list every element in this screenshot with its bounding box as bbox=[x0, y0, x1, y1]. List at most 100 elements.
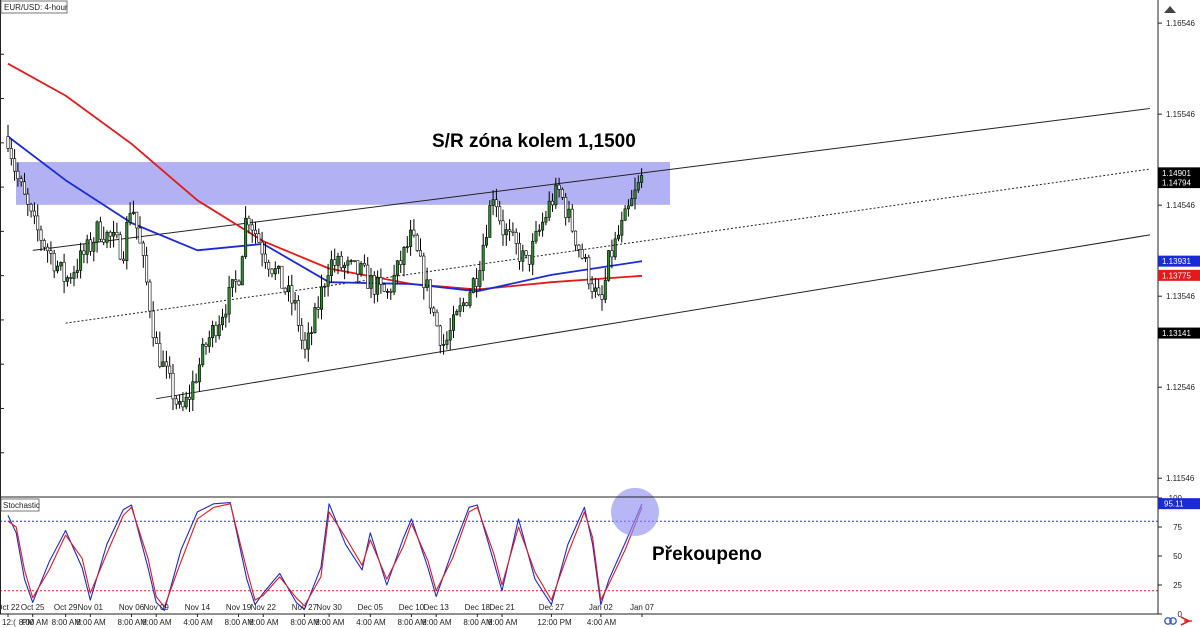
candle-body bbox=[36, 215, 40, 231]
channel-upper-line bbox=[32, 107, 1151, 251]
ma-blue-line bbox=[7, 135, 643, 293]
candle-body bbox=[623, 208, 627, 221]
candle-body bbox=[42, 240, 46, 248]
candle-body bbox=[491, 199, 495, 206]
candle-body bbox=[385, 291, 389, 293]
x-date-label: Jan 07 bbox=[630, 603, 655, 612]
candle-body bbox=[46, 246, 50, 251]
x-date-label: Oct 22 bbox=[0, 603, 20, 612]
candle-body bbox=[171, 372, 175, 400]
candle-body bbox=[6, 136, 10, 149]
candle-body bbox=[366, 264, 370, 289]
x-date-label: Nov 01 bbox=[78, 603, 104, 612]
candle-body bbox=[230, 279, 234, 288]
x-date-label: Nov 09 bbox=[144, 603, 170, 612]
candle-body bbox=[379, 277, 383, 285]
candle-body bbox=[511, 230, 515, 233]
scroll-right-icon[interactable] bbox=[1180, 616, 1192, 626]
sr-zone bbox=[16, 162, 670, 205]
candle-body bbox=[534, 231, 538, 242]
candle-body bbox=[55, 265, 59, 272]
stoch-k-line bbox=[7, 502, 643, 612]
x-date-label: Dec 13 bbox=[423, 603, 449, 612]
price-tag-box bbox=[1158, 177, 1200, 189]
candle-body bbox=[82, 250, 86, 255]
candle-body bbox=[9, 148, 13, 160]
x-time-label: 12:( bbox=[2, 618, 16, 627]
x-time-label: 4:00 AM bbox=[183, 618, 213, 627]
candle-body bbox=[362, 263, 366, 266]
candle-body bbox=[438, 325, 442, 346]
candle-body bbox=[72, 272, 76, 279]
candle-body bbox=[224, 313, 228, 318]
candle-body bbox=[52, 253, 56, 272]
candle-body bbox=[234, 279, 238, 282]
x-time-label: 8:00 AM bbox=[19, 618, 49, 627]
candle-body bbox=[554, 184, 558, 206]
y-tick-label: 1.11546 bbox=[1166, 474, 1195, 483]
link-chain-icon[interactable] bbox=[1164, 617, 1177, 625]
candle-body bbox=[194, 381, 198, 384]
candle-body bbox=[461, 302, 465, 307]
candle-body bbox=[494, 199, 498, 208]
candle-body bbox=[445, 339, 449, 345]
candle-body bbox=[527, 254, 531, 265]
price-tag-label: 1.14794 bbox=[1162, 179, 1191, 188]
candle-body bbox=[418, 250, 422, 257]
candle-body bbox=[501, 220, 505, 236]
price-tag-label: 1.13775 bbox=[1162, 271, 1191, 280]
stoch-title-box bbox=[0, 498, 40, 512]
candle-body bbox=[626, 205, 630, 210]
x-date-label: Nov 22 bbox=[251, 603, 277, 612]
x-date-label: Jan 02 bbox=[589, 603, 614, 612]
candle-body bbox=[329, 259, 333, 276]
scroll-up-icon[interactable] bbox=[1164, 6, 1176, 13]
candle-body bbox=[95, 221, 99, 243]
candle-body bbox=[280, 265, 284, 289]
candle-body bbox=[478, 270, 482, 287]
candle-body bbox=[214, 325, 218, 337]
stoch-y-tick-label: 25 bbox=[1173, 581, 1182, 590]
candle-body bbox=[564, 197, 568, 218]
candle-body bbox=[191, 381, 195, 400]
candle-body bbox=[640, 175, 644, 183]
candle-body bbox=[537, 229, 541, 232]
candle-body bbox=[616, 234, 620, 240]
candle-body bbox=[39, 229, 43, 241]
channel-mid-line bbox=[65, 168, 1151, 324]
candle-body bbox=[178, 401, 182, 405]
x-time-label: 8:00 AM bbox=[315, 618, 345, 627]
candle-body bbox=[197, 364, 201, 383]
candle-body bbox=[349, 260, 353, 262]
price-tag-label: 1.14901 bbox=[1162, 169, 1191, 178]
candle-body bbox=[211, 325, 215, 339]
candle-body bbox=[326, 275, 330, 287]
candle-body bbox=[382, 284, 386, 292]
candle-body bbox=[395, 260, 399, 276]
candle-body bbox=[13, 158, 17, 172]
candle-body bbox=[514, 232, 518, 244]
candle-body bbox=[504, 229, 508, 236]
candle-body bbox=[425, 279, 429, 288]
candle-body bbox=[316, 307, 320, 310]
x-date-label: Dec 18 bbox=[465, 603, 491, 612]
candle-body bbox=[283, 287, 287, 293]
candle-body bbox=[343, 264, 347, 269]
candle-body bbox=[65, 277, 69, 282]
candle-body bbox=[471, 278, 475, 294]
sr-annotation: S/R zóna kolem 1,1500 bbox=[432, 131, 636, 152]
candle-body bbox=[570, 208, 574, 232]
candle-body bbox=[145, 255, 149, 283]
x-date-label: Oct 25 bbox=[21, 603, 45, 612]
candle-body bbox=[587, 257, 591, 285]
candle-body bbox=[22, 181, 26, 195]
candle-body bbox=[560, 189, 564, 198]
candle-body bbox=[415, 234, 419, 251]
candle-body bbox=[580, 249, 584, 259]
candle-body bbox=[267, 262, 271, 270]
candle-body bbox=[451, 314, 455, 331]
candle-body bbox=[75, 270, 79, 273]
candle-body bbox=[112, 232, 116, 237]
candle-body bbox=[376, 277, 380, 295]
